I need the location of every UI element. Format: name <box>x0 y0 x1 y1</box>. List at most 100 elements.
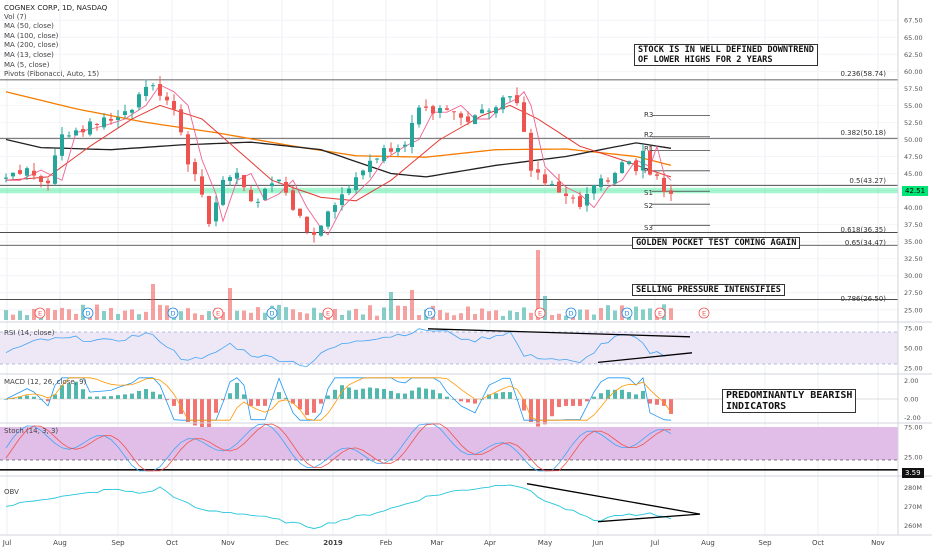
rsi-trendline-top <box>427 328 691 338</box>
event-marker-label-0: E <box>38 310 42 318</box>
candle-body <box>424 106 428 108</box>
candle-body <box>557 181 561 193</box>
volume-bar <box>25 315 29 320</box>
price-tick-label: 55.00 <box>904 102 923 110</box>
stoch-badge: 3.59 <box>902 468 924 478</box>
volume-bar <box>438 310 442 320</box>
candle-body <box>249 189 253 202</box>
macd-hist-bar <box>585 399 589 402</box>
volume-bar <box>333 308 337 320</box>
candle-body <box>354 177 358 191</box>
x-tick-label: Sep <box>111 539 125 547</box>
macd-hist-bar <box>410 390 414 399</box>
annotation-golden-pocket[interactable]: GOLDEN POCKET TEST COMING AGAIN <box>632 237 801 249</box>
study-ma13[interactable]: MA (13, close) <box>4 50 54 59</box>
volume-bar <box>375 315 379 320</box>
volume-bar <box>396 305 400 320</box>
symbol-title[interactable]: COGNEX CORP, 1D, NASDAQ <box>4 3 108 12</box>
candle-body <box>102 117 106 128</box>
macd-hist-bar <box>508 392 512 399</box>
volume-bar <box>263 312 267 320</box>
volume-bar <box>599 308 603 320</box>
candle-body <box>599 178 603 188</box>
volume-bar <box>179 311 183 320</box>
macd-hist-bar <box>627 392 631 399</box>
candle-body <box>627 161 631 165</box>
rsi-title[interactable]: RSI (14, close) <box>4 329 55 337</box>
macd-hist-bar <box>361 388 365 399</box>
candle-body <box>130 109 134 113</box>
volume-bar <box>291 309 295 320</box>
x-tick-label: Jul <box>2 539 12 547</box>
volume-bar <box>200 314 204 320</box>
rsi-tick-label: 75.00 <box>904 325 923 333</box>
candle-body <box>606 180 610 182</box>
candle-body <box>291 190 295 210</box>
candle-body <box>515 95 519 104</box>
candle-body <box>326 211 330 227</box>
x-tick-label: Oct <box>166 539 178 547</box>
macd-hist-bar <box>277 392 281 399</box>
macd-hist-bar <box>396 393 400 399</box>
macd-hist-bar <box>487 394 491 399</box>
price-tick-label: 30.00 <box>904 272 923 280</box>
candle-body <box>529 132 533 171</box>
candle-body <box>375 158 379 160</box>
macd-hist-bar <box>53 394 57 399</box>
candle-body <box>32 170 36 176</box>
study-vol[interactable]: Vol (7) <box>4 12 27 21</box>
candle-body <box>508 96 512 98</box>
macd-hist-bar <box>557 399 561 408</box>
volume-bar <box>354 308 358 320</box>
study-ma200[interactable]: MA (200, close) <box>4 41 59 50</box>
macd-title[interactable]: MACD (12, 26, close, 9) <box>4 378 87 386</box>
macd-hist-bar <box>256 399 260 406</box>
obv-tick-label: 270M <box>904 503 922 511</box>
study-ma50[interactable]: MA (50, close) <box>4 22 54 31</box>
candle-body <box>235 172 239 179</box>
x-tick-label: Jun <box>592 539 604 547</box>
price-tick-label: 40.00 <box>904 204 923 212</box>
obv-title[interactable]: OBV <box>4 488 19 496</box>
stoch-title[interactable]: Stoch (14, 3, 3) <box>4 427 59 435</box>
candle-body <box>466 116 470 122</box>
candle-body <box>312 231 316 235</box>
annotation-selling-pressure[interactable]: SELLING PRESSURE INTENSIFIES <box>632 284 785 296</box>
volume-bar <box>123 310 127 320</box>
candle-body <box>536 169 540 173</box>
event-marker-1 <box>82 307 94 319</box>
volume-bar <box>508 310 512 320</box>
x-tick-label: Jul <box>650 539 660 547</box>
volume-bar <box>18 310 22 320</box>
price-tick-label: 25.00 <box>904 306 923 314</box>
volume-bar <box>347 310 351 320</box>
event-marker-label-6: D <box>427 310 432 318</box>
macd-hist-bar <box>382 389 386 399</box>
candle-body <box>109 118 113 121</box>
price-tick-label: 57.50 <box>904 85 923 93</box>
x-tick-label: Sep <box>758 539 772 547</box>
study-pivots[interactable]: Pivots (Fibonacci, Auto, 15) <box>4 70 100 79</box>
candle-body <box>221 179 225 205</box>
volume-bar <box>60 307 64 320</box>
annotation-downtrend[interactable]: STOCK IS IN WELL DEFINED DOWNTREND OF LO… <box>634 44 818 66</box>
volume-bar <box>186 308 190 320</box>
macd-hist-bar <box>564 399 568 406</box>
study-ma100[interactable]: MA (100, close) <box>4 31 59 40</box>
macd-hist-bar <box>375 388 379 399</box>
volume-bar <box>32 308 36 320</box>
candle-body <box>473 115 477 125</box>
volume-bar <box>242 310 246 320</box>
candle-body <box>571 197 575 199</box>
macd-hist-bar <box>193 399 197 426</box>
event-marker-label-7: E <box>538 310 542 318</box>
candle-body <box>361 170 365 176</box>
candle-body <box>669 190 673 194</box>
macd-hist-bar <box>655 399 659 405</box>
candle-body <box>81 128 85 133</box>
study-ma5[interactable]: MA (5, close) <box>4 60 50 69</box>
price-badge: 42.51 <box>902 186 929 196</box>
annotation-bearish[interactable]: PREDOMINANTLY BEARISH INDICATORS <box>722 389 857 413</box>
stoch-band <box>0 427 898 460</box>
